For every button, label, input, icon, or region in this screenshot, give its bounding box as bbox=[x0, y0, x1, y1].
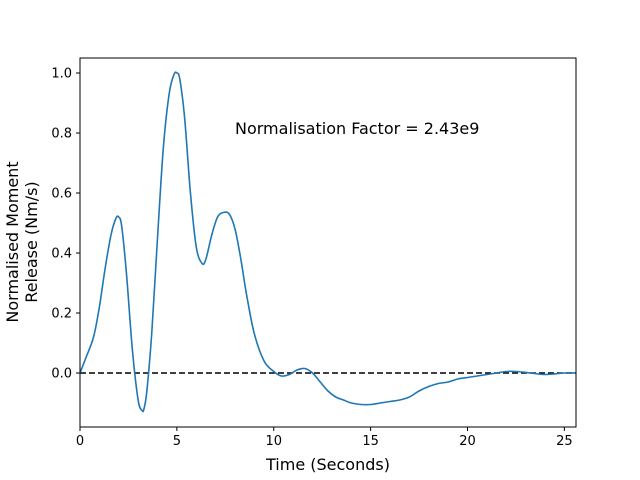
series-line bbox=[79, 71, 577, 413]
x-tick-label: 20 bbox=[459, 434, 476, 449]
y-axis-ticks: 0.0 0.2 0.4 0.6 0.8 1.0 bbox=[51, 67, 80, 382]
y-tick-label: 0.6 bbox=[51, 187, 72, 202]
x-tick-label: 25 bbox=[556, 434, 573, 449]
y-axis-label-line-1: Normalised Moment bbox=[3, 161, 22, 322]
y-axis-label: Normalised Moment Release (Nm/s) bbox=[3, 161, 41, 322]
y-tick-label: 0.4 bbox=[51, 247, 72, 262]
x-tick-label: 5 bbox=[173, 434, 181, 449]
y-tick-label: 0.8 bbox=[51, 127, 72, 142]
y-axis-label-line-2: Release (Nm/s) bbox=[22, 181, 41, 302]
y-tick-label: 1.0 bbox=[51, 67, 72, 82]
x-axis-ticks: 0 5 10 15 20 25 bbox=[76, 427, 573, 449]
x-tick-label: 15 bbox=[362, 434, 379, 449]
x-tick-label: 10 bbox=[265, 434, 282, 449]
x-tick-label: 0 bbox=[76, 434, 84, 449]
x-axis-label: Time (Seconds) bbox=[265, 455, 390, 474]
plot-frame bbox=[79, 57, 577, 428]
y-tick-label: 0.2 bbox=[51, 307, 72, 322]
plot-area bbox=[80, 58, 576, 427]
normalisation-annotation: Normalisation Factor = 2.43e9 bbox=[235, 119, 479, 138]
y-tick-label: 0.0 bbox=[51, 367, 72, 382]
